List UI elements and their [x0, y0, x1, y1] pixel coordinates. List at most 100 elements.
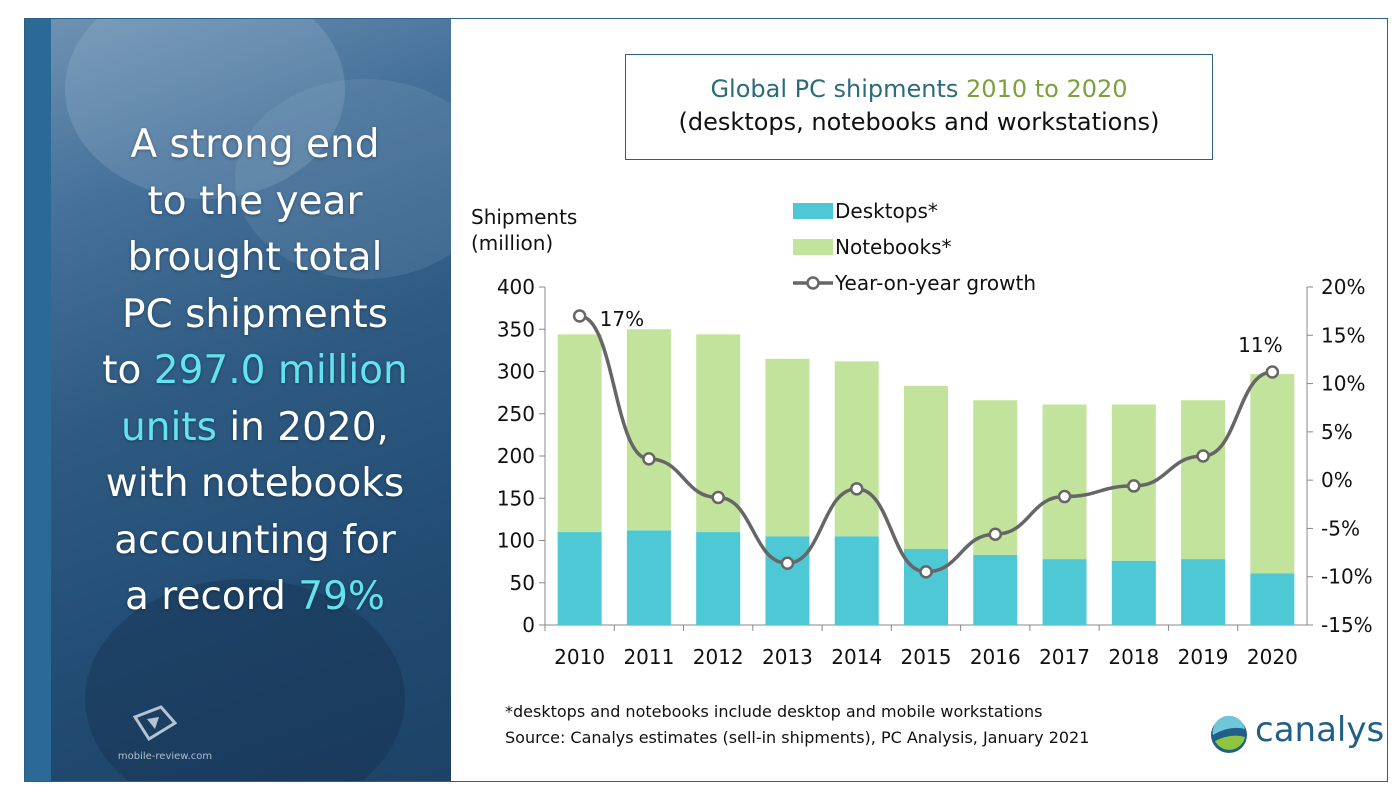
y2-tick-label: -15% [1321, 613, 1373, 637]
y2-tick-label: 10% [1321, 372, 1365, 396]
headline-line: a record 79% [65, 569, 445, 626]
y-tick-label: 150 [497, 486, 535, 510]
headline-line: accounting for [114, 517, 396, 563]
growth-point [572, 309, 587, 323]
desktop-bar [1250, 573, 1295, 625]
y2-tick-label: 0% [1321, 468, 1353, 492]
x-tick-label: 2011 [623, 645, 674, 669]
x-tick-label: 2015 [901, 645, 952, 669]
headline-line: A strong end [130, 122, 380, 167]
x-tick-label: 2014 [831, 645, 882, 669]
x-tick-label: 2013 [762, 645, 813, 669]
legend-swatch-desktops [793, 203, 833, 219]
headline-text: A strong end to the year brought total P… [65, 117, 445, 626]
footnote-line: *desktops and notebooks include desktop … [505, 702, 1043, 721]
legend: Desktops* Notebooks* Year-on-year growth [793, 199, 1036, 295]
growth-point [1196, 449, 1210, 463]
x-tick-label: 2018 [1108, 645, 1159, 669]
y2-tick-label: 5% [1321, 420, 1353, 444]
y2-tick-label: -5% [1321, 516, 1360, 540]
headline-line: to 297.0 million [65, 343, 445, 400]
y-axis-title: Shipments (million) [471, 205, 577, 255]
headline-panel: A strong end to the year brought total P… [25, 19, 451, 781]
growth-point [919, 565, 933, 579]
y-tick-label: 100 [497, 529, 535, 553]
infographic-frame: A strong end to the year brought total P… [24, 18, 1388, 782]
desktop-bar [557, 532, 602, 625]
watermark-text: mobile-review.com [117, 751, 213, 762]
chart-title-years: 2010 to 2020 [966, 75, 1128, 103]
y-axis-title-line2: (million) [471, 231, 553, 255]
data-label: 17% [600, 307, 644, 331]
notebook-bar [557, 334, 602, 533]
notebook-bar [1250, 374, 1295, 574]
globe-icon [1211, 715, 1247, 753]
source-line: Source: Canalys estimates (sell-in shipm… [505, 728, 1090, 747]
notebook-bar [904, 385, 948, 549]
desktop-bar [904, 548, 948, 625]
y-tick-label: 300 [497, 360, 535, 384]
headline-fragment: to [102, 348, 154, 393]
y2-tick-label: 20% [1321, 275, 1365, 299]
x-tick-label: 2012 [693, 645, 744, 669]
x-tick-label: 2020 [1247, 645, 1298, 669]
headline-line: units in 2020, [65, 400, 445, 457]
x-tick-label: 2010 [554, 645, 605, 669]
data-label: 11% [1238, 333, 1282, 357]
logo-text: canalys [1255, 710, 1385, 750]
growth-point [642, 452, 656, 466]
notebook-bar [834, 361, 879, 537]
legend-swatch-notebooks [793, 239, 833, 255]
headline-highlight: units [121, 404, 217, 450]
desktop-bar [1042, 559, 1087, 625]
growth-point [849, 482, 864, 496]
notebook-bar [626, 329, 671, 531]
chart-subtitle: (desktops, notebooks and workstations) [678, 108, 1160, 136]
x-tick-label: 2019 [1178, 645, 1229, 669]
y-tick-label: 50 [510, 571, 535, 595]
headline-highlight: 79% [298, 574, 385, 619]
chart-panel: Desktops* Notebooks* Year-on-year growth S… [451, 19, 1387, 781]
desktop-bar [1111, 560, 1156, 625]
growth-point [1127, 479, 1141, 493]
desktop-bar [626, 530, 671, 625]
footnote: *desktops and notebooks include desktop … [505, 699, 1089, 751]
notebook-bar [765, 358, 810, 537]
y2-tick-label: 15% [1321, 323, 1365, 347]
tick-labels: 0 50 100 150 200 250 300 350 400 -15% -10% -5% 0% 5% 1… [497, 275, 1373, 669]
growth-line-path [579, 314, 1273, 574]
y-tick-label: 200 [497, 444, 535, 468]
watermark: mobile-review.com [105, 703, 225, 763]
chart-title: Global PC shipments 2010 to 2020 [626, 72, 1212, 106]
legend-label-desktops: Desktops* [835, 199, 938, 223]
legend-label-growth: Year-on-year growth [834, 271, 1036, 295]
growth-line: 17% 11% [572, 307, 1283, 579]
desktop-bar [765, 536, 810, 625]
y-tick-label: 400 [497, 275, 535, 299]
headline-highlight: 297.0 million [153, 348, 408, 393]
left-stripe [25, 19, 51, 781]
desktop-bar [1181, 559, 1226, 625]
watermark-logo-icon [132, 705, 178, 742]
chart-title-box: Global PC shipments 2010 to 2020 (deskto… [625, 54, 1213, 160]
x-tick-label: 2016 [970, 645, 1021, 669]
growth-point [780, 556, 795, 570]
desktop-bar [696, 532, 741, 625]
desktop-bar [834, 536, 879, 625]
headline-line: with notebooks [105, 461, 405, 506]
headline-fragment: a record [125, 574, 299, 619]
background-shape [85, 579, 405, 781]
growth-point [1057, 489, 1072, 504]
y2-tick-label: -10% [1321, 565, 1373, 589]
y-tick-label: 350 [497, 317, 535, 341]
headline-fragment: in 2020, [216, 404, 389, 450]
legend-label-notebooks: Notebooks* [835, 235, 952, 259]
y-tick-label: 0 [522, 613, 535, 637]
background-shape [65, 19, 345, 199]
headline-line: brought total [127, 235, 383, 280]
headline-line: to the year [147, 178, 363, 224]
background-shape [235, 79, 451, 279]
headline-line: PC shipments [121, 291, 389, 337]
growth-point [1265, 365, 1280, 379]
x-tick-label: 2017 [1039, 645, 1090, 669]
